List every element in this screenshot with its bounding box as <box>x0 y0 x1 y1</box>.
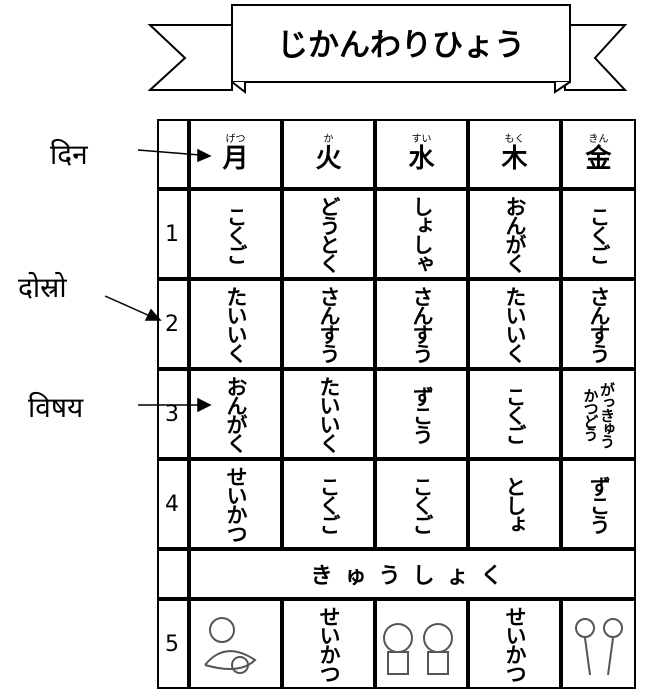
period-cell <box>157 549 189 599</box>
lunch-cell: きゅうしょく <box>189 549 636 599</box>
subject-cell: こくご <box>561 189 636 279</box>
subject-cell: おんがく <box>468 189 561 279</box>
subject: としょ <box>503 475 528 533</box>
period-cell: 1 <box>157 189 189 279</box>
subject-cell: ずこう <box>561 459 636 549</box>
day-ruby: きん <box>588 133 609 145</box>
period-cell: 2 <box>157 279 189 369</box>
subject-cell: たいいく <box>468 279 561 369</box>
subject-cell: ずこう <box>375 369 468 459</box>
subject-cell: せいかつ <box>282 599 375 689</box>
day-ruby: すい <box>411 133 432 145</box>
period-number: 4 <box>165 491 179 517</box>
subject-cell: さんすう <box>282 279 375 369</box>
day-header: もく木 <box>468 119 561 189</box>
period-number: 1 <box>165 221 179 247</box>
annotation: दोस्रो <box>18 271 67 304</box>
subject: どうとく <box>317 196 342 272</box>
period-number: 5 <box>165 631 179 657</box>
subject: こくご <box>503 385 528 443</box>
period-number: 2 <box>165 311 179 337</box>
subject: せいかつ <box>317 606 342 682</box>
subject-cell: こくご <box>189 189 282 279</box>
day-header: げつ月 <box>189 119 282 189</box>
subject-cell: さんすう <box>561 279 636 369</box>
subject-cell <box>375 599 468 689</box>
day-header: きん金 <box>561 119 636 189</box>
subject: せいかつ <box>224 466 249 542</box>
subject: おんがく <box>503 196 528 272</box>
subject-cell: こくご <box>468 369 561 459</box>
period-number: 3 <box>165 401 179 427</box>
subject-cell <box>561 599 636 689</box>
illustrations <box>204 617 623 676</box>
day-ruby: もく <box>504 133 525 145</box>
banner <box>147 4 628 95</box>
day-kanji: 木 <box>501 143 528 174</box>
subject: しょしゃ <box>410 196 435 272</box>
subject: さんすう <box>587 286 612 362</box>
subject: たいいく <box>317 376 342 452</box>
subject: おんがく <box>224 376 249 452</box>
subject: かつどう <box>581 388 600 440</box>
subject-cell: せいかつ <box>468 599 561 689</box>
day-ruby: げつ <box>225 133 246 145</box>
subject: さんすう <box>317 286 342 362</box>
subject: こくご <box>224 205 249 263</box>
day-ruby: か <box>323 133 334 145</box>
period-cell: 3 <box>157 369 189 459</box>
subject-cell: がっきゅう かつどう <box>561 369 636 459</box>
day-header: か火 <box>282 119 375 189</box>
day-kanji: 火 <box>315 143 342 174</box>
subject-cell: こくご <box>282 459 375 549</box>
subject: さんすう <box>410 286 435 362</box>
subject-cell: さんすう <box>375 279 468 369</box>
day-kanji: 金 <box>585 143 612 174</box>
subject-cell: としょ <box>468 459 561 549</box>
subject: たいいく <box>224 286 249 362</box>
subject: たいいく <box>503 286 528 362</box>
subject: せいかつ <box>503 606 528 682</box>
subject-cell: こくご <box>375 459 468 549</box>
lunch: きゅうしょく <box>310 564 515 589</box>
subject: こくご <box>587 205 612 263</box>
day-kanji: 水 <box>408 143 435 174</box>
subject: こくご <box>317 475 342 533</box>
subject-cell: しょしゃ <box>375 189 468 279</box>
subject-cell: せいかつ <box>189 459 282 549</box>
period-cell: 5 <box>157 599 189 689</box>
subject: ずこう <box>587 475 612 533</box>
subject-cell: たいいく <box>282 369 375 459</box>
subject-cell: どうとく <box>282 189 375 279</box>
subject: こくご <box>410 475 435 533</box>
title: じかんわりひょう <box>277 28 525 64</box>
subject: がっきゅう <box>598 381 616 447</box>
subject-cell: たいいく <box>189 279 282 369</box>
annotation: दिन <box>50 138 88 171</box>
period-cell: 4 <box>157 459 189 549</box>
annotation: विषय <box>28 391 84 424</box>
corner-cell <box>157 119 189 189</box>
day-kanji: 月 <box>222 143 249 174</box>
subject-cell <box>189 599 282 689</box>
subject: ずこう <box>410 385 435 443</box>
subject-cell: おんがく <box>189 369 282 459</box>
day-header: すい水 <box>375 119 468 189</box>
